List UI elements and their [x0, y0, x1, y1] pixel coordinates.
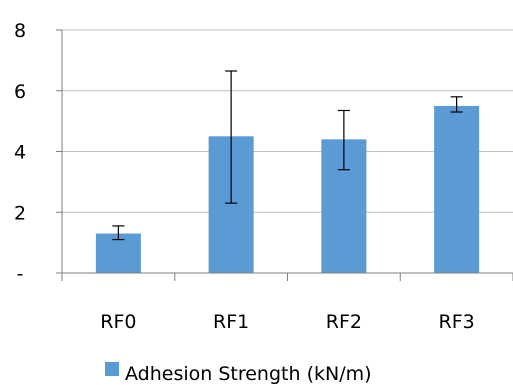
- bar-rf3: [434, 105, 480, 273]
- legend-label: Adhesion Strength (kN/m): [125, 363, 372, 385]
- x-tick-label: RF2: [326, 311, 362, 333]
- x-axis-labels: RF0 RF1 RF2 RF3: [100, 311, 474, 333]
- y-tick-label: 4: [14, 142, 26, 164]
- y-tick-label: 6: [14, 81, 26, 103]
- legend-swatch: [105, 362, 119, 376]
- error-bar-rf2: [337, 109, 350, 171]
- y-axis-ticks: - 2 4 6 8: [14, 20, 63, 285]
- legend: Adhesion Strength (kN/m): [105, 362, 372, 385]
- error-bar-rf0: [112, 225, 125, 241]
- bars: [95, 105, 480, 273]
- error-bar-rf1: [225, 70, 238, 204]
- x-tick-label: RF0: [100, 311, 136, 333]
- error-bar-rf3: [450, 96, 463, 113]
- y-tick-label: 2: [14, 202, 26, 224]
- y-tick-label: 8: [14, 20, 26, 42]
- x-axis: [61, 272, 513, 281]
- x-tick-label: RF3: [439, 311, 475, 333]
- y-tick-label: -: [17, 263, 24, 285]
- x-tick-label: RF1: [213, 311, 249, 333]
- error-bars: [112, 70, 463, 241]
